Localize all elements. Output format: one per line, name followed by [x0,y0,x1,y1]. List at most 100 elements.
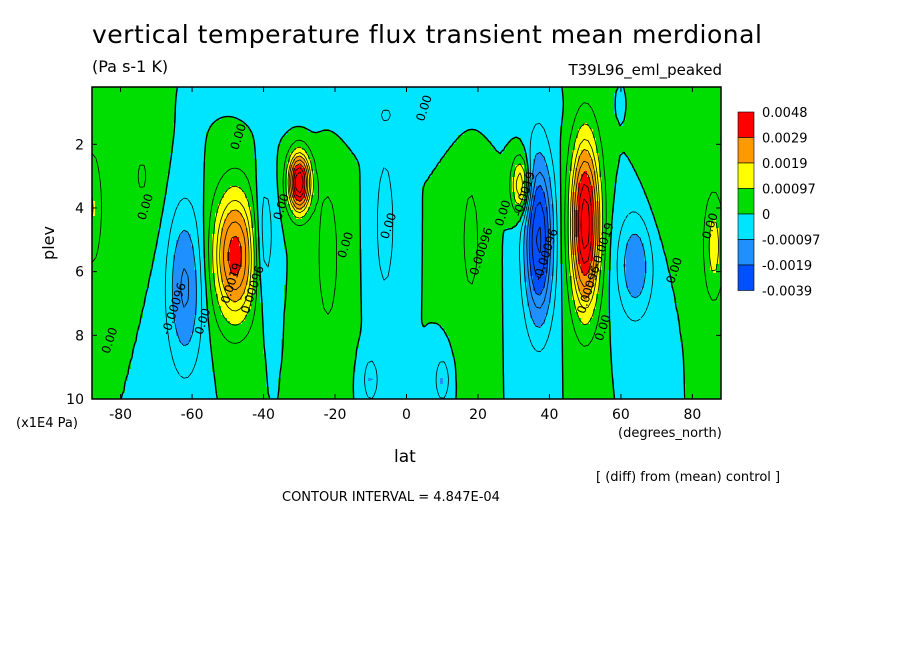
field-cell [320,90,324,94]
field-cell [629,150,633,154]
field-cell [467,114,471,118]
field-cell [182,96,186,100]
field-cell [338,111,342,115]
field-cell [455,144,459,148]
field-cell [398,126,402,130]
field-cell [461,156,465,160]
field-cell [311,117,315,121]
field-cell [365,90,369,94]
field-cell [95,99,99,103]
field-cell [506,117,510,121]
field-cell [374,102,378,106]
field-cell [143,141,147,145]
field-cell [452,90,456,94]
field-cell [470,114,474,118]
field-cell [266,117,270,121]
field-cell [575,99,579,103]
field-cell [137,96,141,100]
field-cell [326,117,330,121]
field-cell [107,90,111,94]
field-cell [347,93,351,97]
field-cell [203,90,207,94]
field-cell [503,108,507,112]
field-cell [665,150,669,154]
field-cell [509,129,513,133]
field-cell [638,141,642,145]
field-cell [269,147,273,151]
field-cell [530,93,534,97]
field-cell [338,123,342,127]
field-cell [488,123,492,127]
field-cell [215,114,219,118]
field-cell [350,108,354,112]
field-cell [533,147,537,151]
field-cell [551,150,555,154]
field-cell [116,132,120,136]
field-cell [128,105,132,109]
field-cell [167,156,171,160]
field-cell [350,138,354,142]
field-cell [377,123,381,127]
field-cell [461,153,465,157]
field-cell [704,153,708,157]
field-cell [653,141,657,145]
field-cell [659,102,663,106]
field-cell [464,99,468,103]
field-cell [638,90,642,94]
field-cell [344,90,348,94]
field-cell [341,156,345,160]
field-cell [614,138,618,142]
field-cell [473,132,477,136]
field-cell [494,96,498,100]
field-cell [158,120,162,124]
field-cell [695,105,699,109]
field-cell [713,123,717,127]
field-cell [122,123,126,127]
field-cell [284,123,288,127]
field-cell [398,90,402,94]
field-cell [218,102,222,106]
field-cell [212,90,216,94]
field-cell [653,153,657,157]
field-cell [344,153,348,157]
field-cell [260,114,264,118]
field-cell [566,96,570,100]
field-cell [146,135,150,139]
field-cell [431,114,435,118]
field-cell [551,135,555,139]
field-cell [389,105,393,109]
field-cell [161,153,165,157]
field-cell [368,150,372,154]
field-cell [614,153,618,157]
field-cell [389,120,393,124]
field-cell [710,120,714,124]
field-cell [221,126,225,130]
field-cell [230,111,234,115]
field-cell [650,150,654,154]
field-cell [470,138,474,142]
field-cell [194,132,198,136]
field-cell [251,108,255,112]
field-cell [689,108,693,112]
field-cell [311,108,315,112]
field-cell [665,141,669,145]
field-cell [542,123,546,127]
field-cell [671,129,675,133]
field-cell [158,90,162,94]
field-cell [101,90,105,94]
field-cell [179,108,183,112]
field-cell [122,99,126,103]
field-cell [698,90,702,94]
field-cell [392,102,396,106]
field-cell [707,141,711,145]
field-cell [611,153,615,157]
field-cell [689,111,693,115]
field-cell [164,141,168,145]
field-cell [113,135,117,139]
field-cell [611,99,615,103]
field-cell [110,135,114,139]
field-cell [230,102,234,106]
field-cell [209,111,213,115]
field-cell [392,117,396,121]
field-cell [497,156,501,160]
